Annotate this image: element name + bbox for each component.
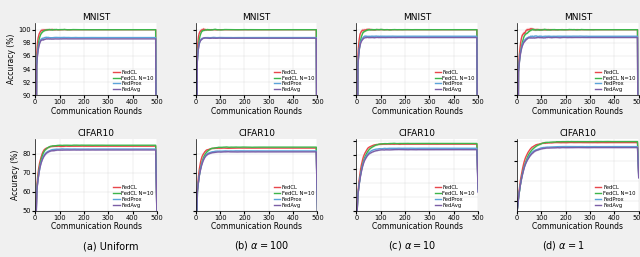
Legend: FedCL, FedCL N=10, FedProx, FedAvg: FedCL, FedCL N=10, FedProx, FedAvg bbox=[434, 69, 476, 93]
X-axis label: Communication Rounds: Communication Rounds bbox=[51, 107, 141, 116]
Legend: FedCL, FedCL N=10, FedProx, FedAvg: FedCL, FedCL N=10, FedProx, FedAvg bbox=[273, 185, 315, 208]
Text: (c) $\alpha = 10$: (c) $\alpha = 10$ bbox=[388, 239, 436, 252]
Legend: FedCL, FedCL N=10, FedProx, FedAvg: FedCL, FedCL N=10, FedProx, FedAvg bbox=[113, 69, 154, 93]
X-axis label: Communication Rounds: Communication Rounds bbox=[532, 107, 623, 116]
X-axis label: Communication Rounds: Communication Rounds bbox=[51, 222, 141, 231]
X-axis label: Communication Rounds: Communication Rounds bbox=[211, 107, 302, 116]
Text: (d) $\alpha = 1$: (d) $\alpha = 1$ bbox=[542, 239, 584, 252]
Title: CIFAR10: CIFAR10 bbox=[77, 129, 115, 138]
Y-axis label: Accuracy (%): Accuracy (%) bbox=[11, 150, 20, 200]
Legend: FedCL, FedCL N=10, FedProx, FedAvg: FedCL, FedCL N=10, FedProx, FedAvg bbox=[113, 185, 154, 208]
Title: MNIST: MNIST bbox=[82, 13, 110, 22]
X-axis label: Communication Rounds: Communication Rounds bbox=[211, 222, 302, 231]
Legend: FedCL, FedCL N=10, FedProx, FedAvg: FedCL, FedCL N=10, FedProx, FedAvg bbox=[595, 69, 636, 93]
Title: MNIST: MNIST bbox=[243, 13, 271, 22]
Y-axis label: Accuracy (%): Accuracy (%) bbox=[6, 34, 15, 84]
Title: CIFAR10: CIFAR10 bbox=[399, 129, 436, 138]
X-axis label: Communication Rounds: Communication Rounds bbox=[372, 222, 463, 231]
Legend: FedCL, FedCL N=10, FedProx, FedAvg: FedCL, FedCL N=10, FedProx, FedAvg bbox=[434, 185, 476, 208]
X-axis label: Communication Rounds: Communication Rounds bbox=[372, 107, 463, 116]
Legend: FedCL, FedCL N=10, FedProx, FedAvg: FedCL, FedCL N=10, FedProx, FedAvg bbox=[273, 69, 315, 93]
X-axis label: Communication Rounds: Communication Rounds bbox=[532, 222, 623, 231]
Text: (a) Uniform: (a) Uniform bbox=[83, 242, 138, 252]
Title: CIFAR10: CIFAR10 bbox=[559, 129, 596, 138]
Title: MNIST: MNIST bbox=[403, 13, 431, 22]
Title: MNIST: MNIST bbox=[564, 13, 592, 22]
Legend: FedCL, FedCL N=10, FedProx, FedAvg: FedCL, FedCL N=10, FedProx, FedAvg bbox=[595, 185, 636, 208]
Text: (b) $\alpha = 100$: (b) $\alpha = 100$ bbox=[234, 239, 289, 252]
Title: CIFAR10: CIFAR10 bbox=[238, 129, 275, 138]
